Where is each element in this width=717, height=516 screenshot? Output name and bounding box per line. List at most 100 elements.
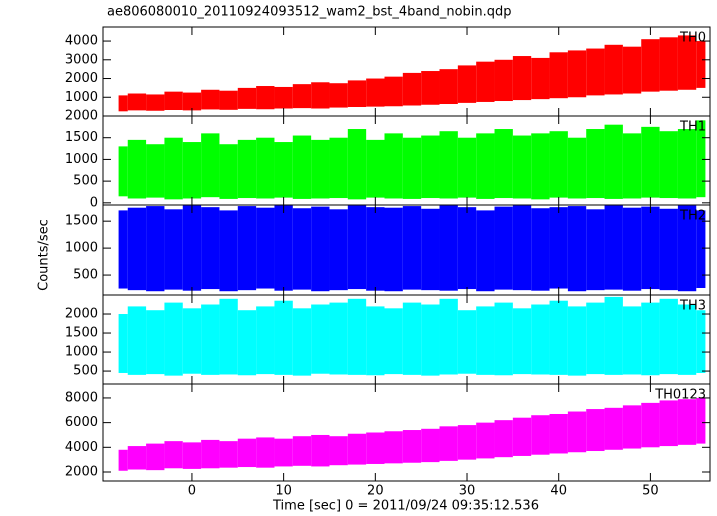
band-segment [494,302,513,376]
band-segment [127,139,147,199]
band-segment [677,304,697,375]
band-segment [421,428,440,463]
band-segment [586,209,605,291]
band-segment [366,306,385,376]
band-segment [567,411,587,453]
band-segment [219,90,238,110]
band-segment [567,306,587,376]
band-segment [531,304,550,375]
band-segment [659,37,678,91]
band-segment [476,61,495,102]
band-segment [118,449,128,471]
band-segment [439,298,458,375]
band-segment [384,308,403,375]
band-segment [531,415,550,455]
y-tick-label: 1000 [65,345,98,360]
y-axis-label: Counts/sec [37,219,52,291]
band-segment [347,433,367,465]
band-segment [677,35,697,90]
band-segment [329,209,348,291]
band-segment [512,56,532,101]
band-segment [622,306,642,375]
band-segment [476,306,495,375]
band-segment [127,207,147,291]
y-tick-label: 4000 [65,440,98,455]
band-segment [219,298,238,375]
band-segment [604,407,623,450]
band-segment [421,135,440,199]
band-segment [366,432,385,464]
band-segment [274,300,293,375]
y-tick-label: 2000 [65,307,98,322]
band-segment [696,310,706,373]
band-segment [237,310,257,376]
band-segment [531,208,550,291]
band-segment [659,400,678,447]
band-segment [402,302,422,375]
band-segment [439,69,458,105]
band-segment [549,207,568,289]
band-segment [237,139,257,199]
y-tick-label: 500 [73,268,98,283]
band-segment [641,126,660,198]
x-tick-label: 20 [367,484,384,499]
band-segment [457,207,477,290]
band-segment [182,308,202,374]
band-segment [311,304,330,374]
y-tick-label: 500 [73,174,98,189]
band-segment [311,139,330,199]
band-segment [182,142,202,199]
band-segment [476,422,495,459]
y-tick-label: 0 [90,195,98,210]
band-segment [402,72,422,106]
band-segment [329,137,348,199]
band-segment [237,87,257,109]
band-segment [494,59,513,102]
band-segment [567,50,587,98]
band-segment [622,207,642,291]
band-segment [292,84,312,109]
band-segment [237,438,257,468]
x-axis-label: Time [sec] 0 = 2011/09/24 09:35:12.536 [272,499,539,514]
band-segment [567,206,587,292]
band-segment [384,431,403,464]
band-segment [659,298,678,375]
band-segment [256,437,275,468]
band-segment [549,300,568,375]
band-segment [531,133,550,200]
band-segment [402,430,422,463]
band-segment [457,65,477,103]
band-segment [237,206,257,291]
band-segment [384,207,403,292]
y-tick-label: 1000 [65,90,98,105]
band-segment [457,425,477,460]
band-segment [384,76,403,107]
band-segment [256,207,275,289]
band-segment [696,210,706,288]
y-tick-label: 8000 [65,390,98,405]
band-segment [127,306,147,375]
band-segment [402,206,422,290]
band-segment [384,133,403,199]
band-segment [512,308,532,375]
band-segment [457,310,477,374]
panel-frame [102,383,711,482]
x-tick-label: 50 [642,484,659,499]
band-segment [567,137,587,199]
band-segment [118,210,128,289]
band-segment [164,441,183,469]
band-segment [622,405,642,449]
band-segment [274,205,293,291]
band-segment [677,399,697,445]
band-segment [659,131,678,199]
band-segment [146,443,165,471]
band-segment [366,78,385,107]
x-tick-label: 30 [459,484,476,499]
band-segment [201,133,220,198]
band-segment [641,302,660,376]
y-tick-label: 4000 [65,34,98,49]
band-segment [494,129,513,199]
band-segment [146,310,165,375]
band-segment [182,205,202,291]
band-segment [292,308,312,376]
